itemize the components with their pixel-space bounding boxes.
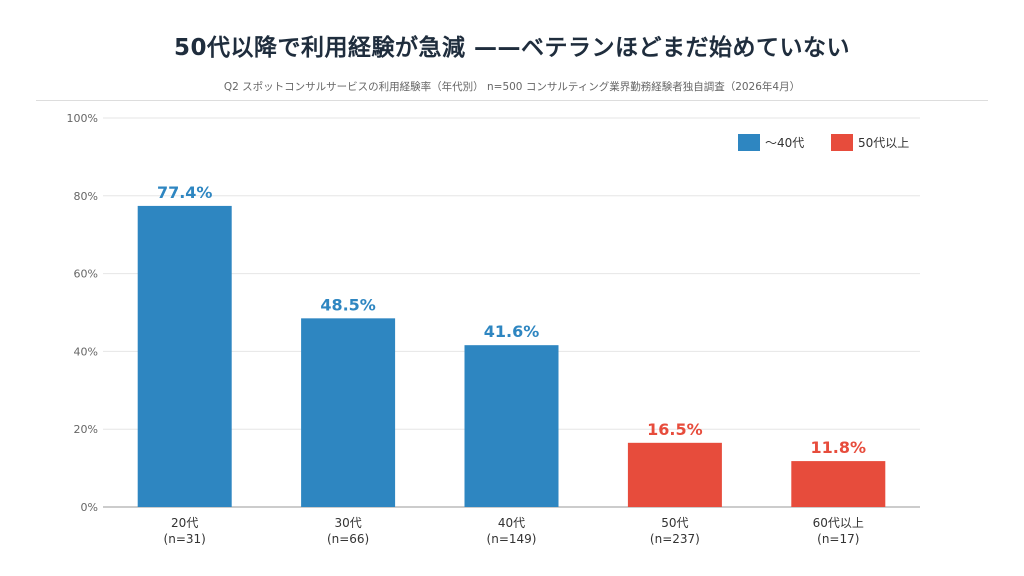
x-tick-count: (n=17) [817,532,859,546]
data-label: 16.5% [647,420,703,439]
legend-label: 〜40代 [765,136,804,150]
bar [464,345,559,507]
bar [791,461,886,507]
x-tick-label: 40代 [498,516,525,530]
x-tick-count: (n=31) [164,532,206,546]
x-tick-count: (n=66) [327,532,369,546]
legend-swatch [831,134,853,151]
x-tick-label: 20代 [171,516,198,530]
y-tick-label: 80% [74,190,98,203]
y-tick-label: 40% [74,345,98,358]
chart-title: 50代以降で利用経験が急減 ——ベテランほどまだ始めていない [173,35,850,61]
y-tick-label: 60% [74,268,98,281]
y-tick-label: 100% [67,112,98,125]
x-tick-label: 60代以上 [813,516,864,530]
x-tick-label: 30代 [334,516,361,530]
x-tick-label: 50代 [661,516,688,530]
divider [36,100,988,101]
data-label: 41.6% [484,322,540,341]
chart-subtitle: Q2 スポットコンサルサービスの利用経験率（年代別） n=500 コンサルティン… [223,81,801,93]
bar [627,442,722,507]
x-tick-count: (n=149) [487,532,537,546]
legend-label: 50代以上 [858,136,909,150]
data-label: 48.5% [320,295,376,314]
data-label: 11.8% [811,438,867,457]
legend-swatch [738,134,760,151]
y-tick-label: 20% [74,423,98,436]
y-tick-label: 0% [81,501,98,514]
data-label: 77.4% [157,183,213,202]
bar [301,318,396,507]
x-tick-count: (n=237) [650,532,700,546]
bar [137,205,232,507]
